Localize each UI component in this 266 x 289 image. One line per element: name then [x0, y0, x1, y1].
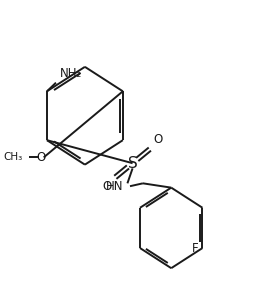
Text: O: O	[36, 151, 46, 164]
Text: O: O	[153, 133, 163, 146]
Text: F: F	[192, 242, 199, 255]
Text: CH₃: CH₃	[4, 152, 23, 162]
Text: O: O	[103, 180, 112, 193]
Text: NH₂: NH₂	[60, 67, 82, 80]
Text: HN: HN	[106, 180, 123, 193]
Text: S: S	[128, 156, 138, 171]
